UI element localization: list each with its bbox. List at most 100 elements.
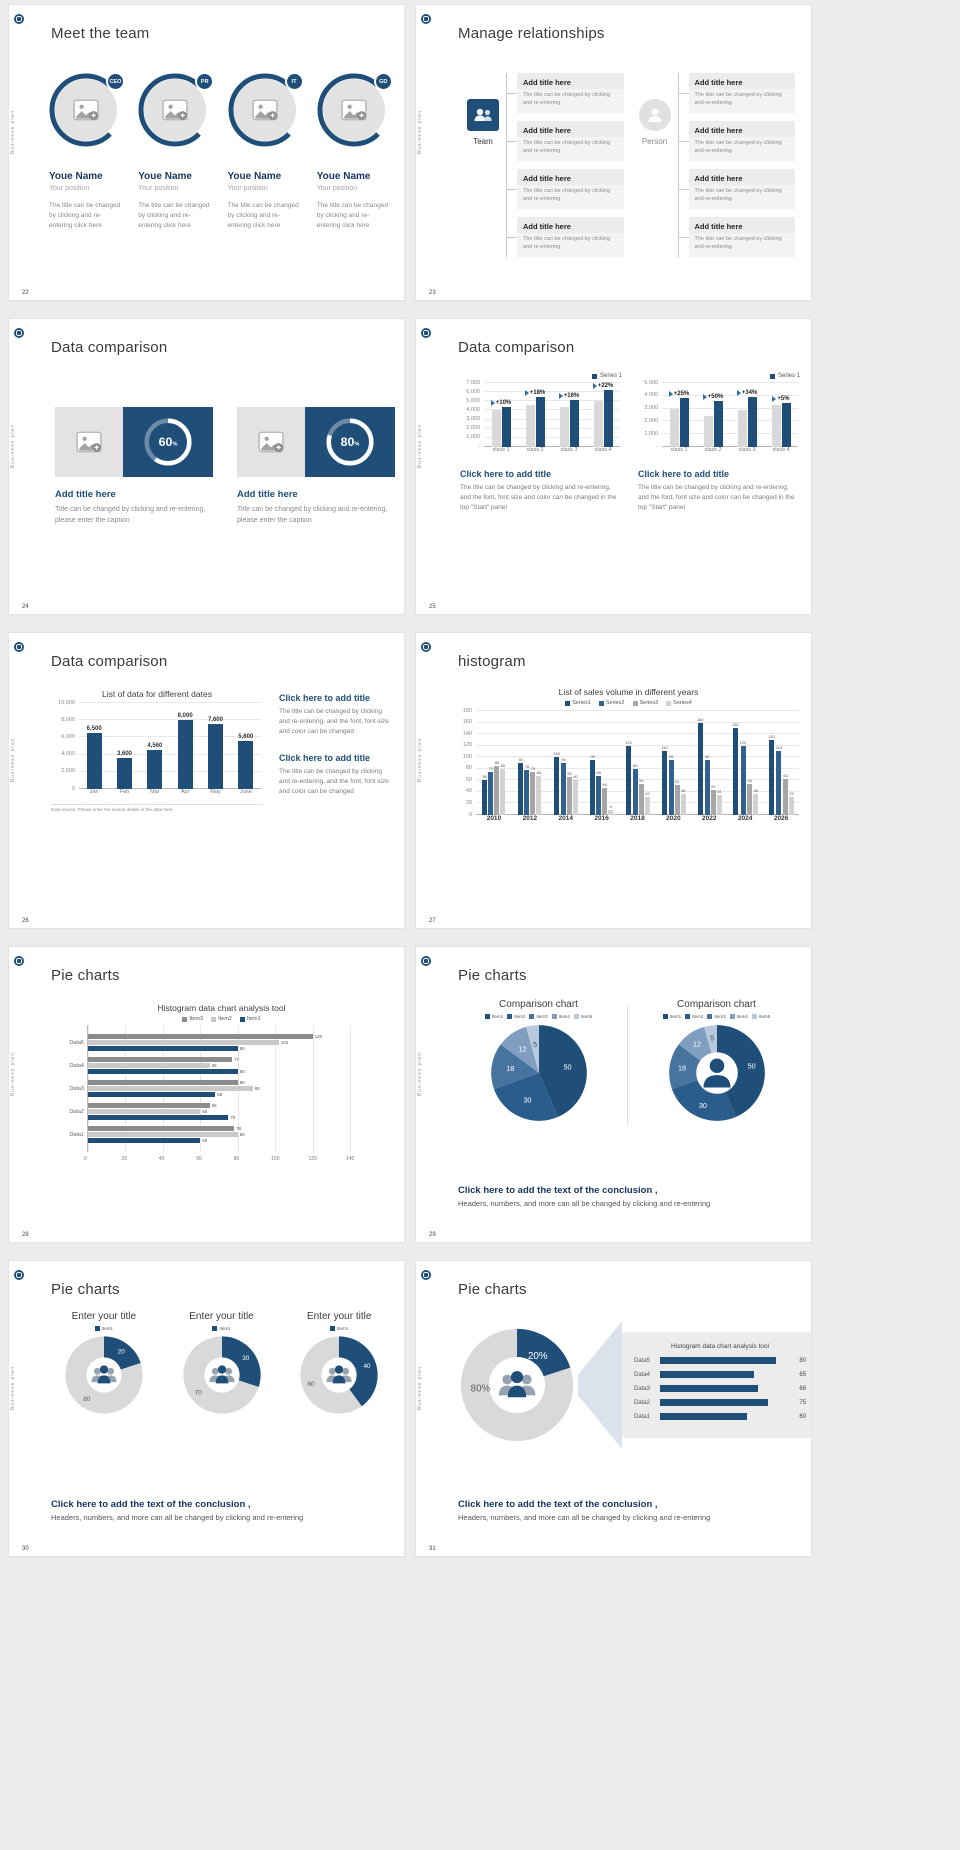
series-bar: 36: [680, 788, 686, 815]
bar: [680, 794, 686, 815]
value-label: 75: [488, 765, 494, 771]
category-label: Data4: [634, 1371, 651, 1378]
legend-swatch: [211, 1016, 217, 1022]
legend-item: Series1: [565, 700, 591, 706]
series-bar: 36: [753, 788, 759, 815]
bar: [632, 768, 638, 815]
sidebar-vertical-label: Business plan: [417, 738, 423, 783]
slide-31[interactable]: Business plan Pie charts 20% 80% Histogra…: [415, 1260, 812, 1557]
x-tick-label: class 2: [526, 447, 544, 453]
series-bar: 120: [625, 740, 632, 815]
bar: [88, 1040, 279, 1045]
legend-label: Item2: [514, 1014, 526, 1019]
page-number: 27: [429, 918, 436, 924]
series-bar: 32: [644, 791, 650, 815]
x-tick-label: 2010: [486, 815, 502, 822]
slide-28[interactable]: Business plan Pie charts Histogram data …: [8, 946, 405, 1243]
slide-25[interactable]: Business plan Data comparison Series 1 7…: [415, 318, 812, 615]
series-bar: 110: [661, 745, 668, 815]
series-bar: 110: [776, 745, 782, 815]
x-tick-label: 120: [308, 1156, 317, 1162]
slide-22[interactable]: Business plan Meet the team CEO Youe Nam…: [8, 4, 405, 301]
comparison-item: 80% Add title here Title can be changed …: [237, 407, 395, 527]
legend-label: Item1: [101, 1326, 113, 1331]
series-bar: 54: [638, 778, 644, 815]
slide-title: Data comparison: [458, 339, 575, 356]
series-bar: 90: [561, 757, 567, 815]
avatar: GD: [317, 72, 393, 147]
bars: [737, 397, 757, 447]
value-label: 36: [680, 788, 686, 794]
slide-26[interactable]: Business plan Data comparison List of da…: [8, 632, 405, 929]
svg-text:20: 20: [118, 1348, 126, 1355]
annotation-label: +50%: [707, 393, 724, 400]
slide-27[interactable]: Business plan histogram List of sales vo…: [415, 632, 812, 929]
series-bar: 80: [632, 763, 638, 815]
slide-title: Data comparison: [51, 653, 168, 670]
legend-item: Item1: [662, 1014, 681, 1019]
value-label: 78: [524, 763, 530, 769]
svg-text:50: 50: [747, 1061, 755, 1070]
person-icon: [638, 99, 671, 131]
box-text: The title can be changed by clicking and…: [694, 236, 782, 250]
bar-gray: [491, 410, 501, 447]
gridline: [662, 394, 798, 396]
box-text: The title can be changed by clicking and…: [694, 140, 782, 154]
slide-23[interactable]: Business plan Manage relationships Team …: [415, 4, 812, 301]
item-heading: Add title here: [55, 489, 116, 500]
bars: [703, 400, 723, 447]
bars: [593, 390, 613, 447]
legend-item: Item5: [751, 1014, 770, 1019]
box-text: The title can be changed by clicking and…: [523, 140, 611, 154]
value-label: 110: [661, 745, 668, 751]
bar: [88, 1103, 210, 1108]
conclusion: Click here to add the text of the conclu…: [458, 1185, 791, 1208]
percent-annotation: +34%: [736, 390, 757, 397]
member-name: Youe Name: [316, 171, 371, 182]
pie-svg: 30 70: [182, 1336, 261, 1414]
value-label: 85: [494, 759, 500, 765]
flag-icon: [736, 390, 741, 397]
chart-legend: Item1: [167, 1326, 277, 1331]
slide-29[interactable]: Business plan Pie charts Comparison char…: [415, 946, 812, 1243]
bar-group: 4,560: [140, 703, 170, 789]
value-label: 88: [254, 1086, 260, 1091]
progress-ring-svg: 60%: [144, 418, 192, 466]
legend-item: Item1: [484, 1014, 503, 1019]
legend-label: Item3: [714, 1014, 726, 1019]
value-label: 130: [768, 733, 775, 739]
legend-label: Item1: [337, 1326, 349, 1331]
donut-chart: 20% 80%: [456, 1324, 578, 1446]
legend-label: Item4: [736, 1014, 748, 1019]
page-number: 23: [429, 290, 436, 296]
bar: [638, 783, 644, 815]
legend-label: Series1: [572, 700, 591, 706]
bar: [590, 760, 596, 815]
bar: [596, 775, 602, 815]
role-badge: PR: [195, 72, 215, 91]
value-label: 160: [696, 716, 704, 722]
value-label: 34: [716, 789, 722, 795]
plot-area: 60 75 85 80 90 78 75 68 100 90 65 60 95 68 46 9 120 80 54 3…: [476, 711, 799, 815]
team-members: CEO Youe Name Your position The title ca…: [49, 72, 396, 231]
slide-24[interactable]: Business plan Data comparison 60% Add ti…: [8, 318, 405, 615]
bars: [559, 400, 579, 447]
category-label: Data3: [69, 1085, 84, 1092]
value-label: 65: [567, 771, 572, 777]
bar: [518, 763, 524, 815]
legend-swatch: [707, 1014, 713, 1019]
x-tick-label: class 4: [594, 447, 612, 453]
slide-30[interactable]: Business plan Pie charts Enter your titl…: [8, 1260, 405, 1557]
conclusion-text: Headers, numbers, and more can all be ch…: [458, 1513, 711, 1522]
add-title-box: Add title here The title can be changed b…: [678, 73, 795, 113]
x-tick-label: Apr: [180, 789, 190, 795]
series-bar: 32: [789, 791, 795, 815]
pair-bar-chart: 7,000 6,000 5,000 4,000 3,000 2,000 1,000- +10%…: [460, 380, 622, 457]
bar-group: 60 75 85 80: [476, 711, 512, 815]
bar-line: 78: [88, 1126, 349, 1131]
value-label: 4,560: [147, 742, 163, 749]
x-tick-label: 2020: [666, 815, 681, 822]
bar-line: 65: [88, 1063, 349, 1068]
percent-annotation: +50%: [702, 393, 724, 400]
bar: [661, 751, 667, 815]
